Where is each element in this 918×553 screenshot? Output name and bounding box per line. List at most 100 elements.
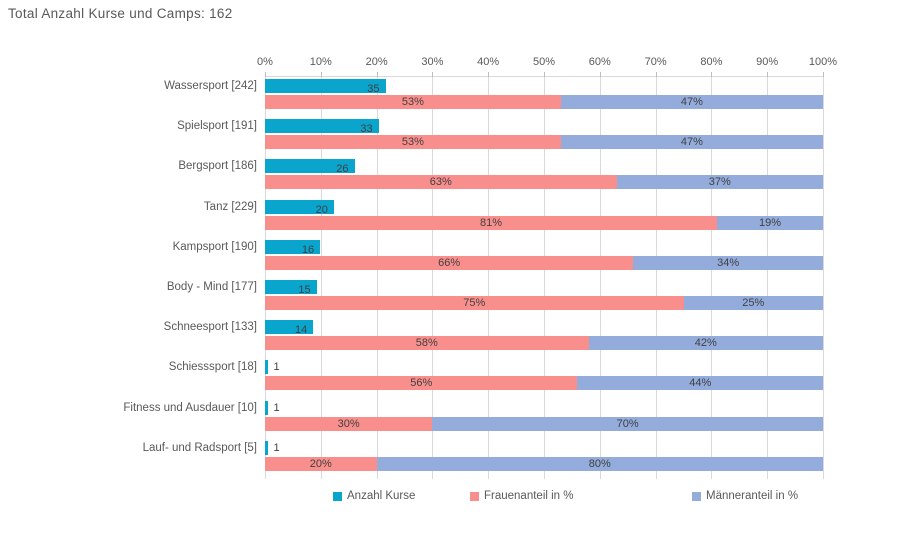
gridline [711, 77, 713, 479]
category-group: Fitness und Ausdauer [10] 1 30% 70% [123, 399, 823, 439]
segment-value-label: 80% [588, 457, 611, 470]
legend-label: Anzahl Kurse [347, 490, 416, 502]
legend-swatch [692, 491, 701, 501]
gridline [265, 77, 266, 479]
count-value-label: 15 [298, 284, 311, 296]
axis-tick-label: 20% [365, 56, 388, 68]
count-value-label: 16 [301, 243, 315, 256]
count-value-label: 33 [360, 123, 373, 136]
segment-men: 42% [588, 336, 823, 351]
category-group: Lauf- und Radsport [5] 1 20% 80% [143, 439, 823, 479]
segment-value-label: 42% [694, 337, 717, 350]
axis-tick-mark [823, 72, 824, 77]
count-value-label: 14 [294, 324, 308, 337]
axis-tick-mark [488, 72, 490, 77]
category-label: Tanz [229] [203, 200, 257, 213]
segment-value-label: 25% [742, 297, 765, 309]
axis-tick-mark [432, 72, 434, 77]
category-label: Bergsport [186] [178, 160, 257, 173]
segment-women: 58% [265, 336, 589, 351]
segment-value-label: 53% [401, 136, 424, 149]
segment-women: 63% [265, 175, 617, 190]
segment-men: 70% [432, 416, 823, 431]
segment-men: 47% [560, 135, 823, 150]
count-value-label: 1 [273, 401, 280, 414]
category-group: Schiesssport [18] 1 56% 44% [169, 358, 823, 398]
legend-swatch [333, 491, 342, 501]
gridline [320, 77, 322, 479]
segment-women: 53% [265, 95, 561, 109]
count-bar [265, 400, 269, 415]
gridline [599, 77, 601, 479]
axis-tick-mark [767, 72, 769, 77]
category-label: Schiesssport [18] [168, 361, 257, 374]
chart-title: Total Anzahl Kurse und Camps: 162 [8, 6, 233, 21]
legend-label: Männeranteil in % [706, 490, 799, 502]
axis-tick-mark [599, 72, 601, 77]
axis-tick-label: 30% [421, 56, 444, 68]
axis-tick-mark [655, 72, 657, 77]
stacked-bar: 30% 70% [265, 416, 823, 431]
plot-area: 0% 10% 20% 30% 40% 50% 60% 70% 80% 90% 100% Wassers… [123, 56, 837, 479]
category-group: Schneesport [133] 14 58% 42% [164, 318, 823, 358]
category-label: Schneesport [133] [163, 321, 257, 334]
segment-value-label: 53% [401, 96, 424, 108]
segment-men: 44% [577, 376, 823, 391]
segment-value-label: 58% [415, 337, 438, 350]
category-group: Spielsport [191] 33 53% 47% [177, 117, 823, 157]
count-bar: 14 [265, 320, 314, 337]
count-bar [265, 440, 269, 455]
stacked-bar: 66% 34% [265, 255, 823, 270]
gridline [823, 77, 824, 479]
axis-tick-label: 10% [309, 56, 332, 68]
segment-women: 75% [265, 296, 684, 310]
count-bar: 35 [265, 79, 386, 95]
segment-value-label: 63% [429, 176, 452, 189]
gridline [655, 77, 657, 479]
count-bar: 16 [265, 239, 321, 256]
count-value-label: 1 [273, 361, 280, 374]
category-label: Fitness und Ausdauer [10] [123, 401, 257, 414]
legend-swatch [470, 491, 479, 501]
segment-value-label: 37% [708, 176, 731, 189]
count-bar: 20 [265, 199, 334, 216]
segment-value-label: 75% [463, 297, 486, 309]
segment-women: 20% [265, 456, 377, 471]
count-bar [265, 360, 269, 375]
count-bar: 33 [265, 119, 379, 136]
stacked-bar: 63% 37% [265, 175, 823, 190]
axis-tick-mark [320, 72, 322, 77]
gridline [432, 77, 434, 479]
legend-item: Männeranteil in % [692, 490, 798, 502]
axis-tick-mark [544, 72, 545, 77]
axis-tick-label: 40% [477, 56, 500, 68]
segment-women: 56% [265, 376, 578, 391]
segment-men: 34% [633, 255, 823, 270]
category-group: Bergsport [186] 26 63% 37% [178, 157, 823, 197]
gridline [488, 77, 490, 479]
segment-value-label: 30% [337, 417, 360, 430]
count-value-label: 20 [315, 203, 328, 216]
count-value-label: 1 [273, 441, 280, 454]
legend-item: Anzahl Kurse [333, 490, 415, 502]
legend-label: Frauenanteil in % [484, 490, 574, 502]
segment-value-label: 34% [717, 256, 740, 269]
segment-value-label: 56% [410, 377, 433, 390]
category-label: Lauf- und Radsport [5] [142, 441, 257, 454]
segment-men: 25% [683, 296, 823, 310]
gridline [767, 77, 769, 479]
segment-value-label: 19% [758, 216, 781, 229]
stacked-bar: 56% 44% [265, 376, 823, 391]
segment-men: 19% [716, 215, 823, 230]
segment-value-label: 20% [309, 457, 332, 470]
category-group: Tanz [229] 20 81% 19% [204, 198, 823, 238]
stacked-bar: 58% 42% [265, 336, 823, 351]
segment-women: 66% [265, 255, 634, 270]
axis-tick-label: 70% [644, 56, 667, 68]
axis-tick-label: 0% [257, 56, 273, 68]
stacked-bar: 53% 47% [265, 95, 823, 109]
segment-women: 30% [265, 416, 433, 431]
axis-tick-label: 50% [532, 56, 556, 68]
category-label: Kampsport [190] [172, 240, 257, 253]
